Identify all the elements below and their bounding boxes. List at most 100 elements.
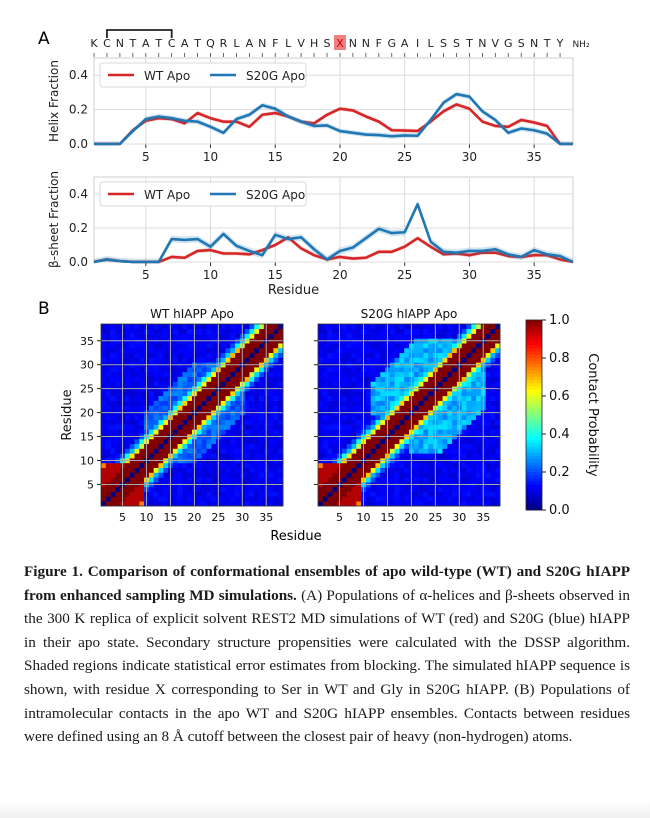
colorbar-label: Contact Probability [585, 353, 600, 477]
heatmap-cell [351, 438, 357, 445]
heatmap-cell [220, 424, 226, 430]
heatmap-cell [346, 371, 352, 377]
heatmap-cell [375, 367, 381, 373]
heatmap-cell [476, 419, 482, 425]
heatmap-cell [225, 371, 231, 377]
heatmap-cell [115, 415, 121, 421]
heatmap-cell [163, 381, 169, 387]
heatmap-cell [437, 328, 443, 334]
heatmap-cell [148, 472, 154, 478]
heatmap-cell [413, 405, 419, 411]
heatmap-cell [442, 405, 448, 411]
heatmap-cell [485, 405, 491, 411]
heatmap-cell [437, 438, 443, 445]
heatmap-cell [437, 477, 443, 483]
heatmap-cell [365, 477, 371, 483]
heatmap-cell [273, 443, 279, 449]
colorbar-segment [526, 459, 542, 463]
heatmap-cell [447, 333, 453, 339]
heatmap-cell [211, 381, 217, 387]
heatmap-cell [249, 347, 255, 354]
heatmap-cell [418, 381, 424, 387]
heatmap-cell [278, 429, 284, 435]
heatmap-cell [404, 352, 410, 358]
heatmap-cell [389, 472, 395, 478]
heatmap-cell [153, 424, 159, 430]
heatmap-cell [115, 453, 121, 459]
heatmap-cell [139, 371, 145, 377]
heatmap-cell [356, 415, 362, 421]
heatmap-cell [115, 352, 121, 358]
heatmap-cell [351, 324, 357, 330]
heatmap-cell [124, 357, 131, 363]
heatmap-cell [389, 496, 395, 502]
heatmap-cell [327, 333, 333, 339]
heatmap-cell [206, 328, 212, 334]
heatmap-cell [485, 429, 491, 435]
heatmap-cell [177, 491, 183, 497]
heatmap-cell [495, 429, 501, 435]
heatmap-cell [148, 352, 154, 358]
heatmap-cell [490, 453, 496, 459]
heatmap-cell [447, 477, 453, 483]
heatmap-cell [259, 343, 265, 349]
heatmap-cell [254, 376, 260, 382]
heatmap-cell [318, 501, 324, 507]
heatmap-x-axis-label: Residue [270, 529, 321, 544]
heatmap-cell [211, 501, 217, 507]
heatmap-cell [375, 395, 381, 401]
heatmap-cell [404, 424, 410, 430]
heatmap-cell [278, 453, 284, 459]
heatmap-cell [476, 333, 482, 339]
heatmap-cell [187, 419, 193, 425]
heatmap-cell [206, 376, 212, 382]
heatmap-cell [244, 429, 250, 435]
heatmap-cell [476, 448, 482, 454]
heatmap-cell [442, 462, 448, 468]
heatmap-cell [322, 486, 328, 492]
heatmap-cell [365, 395, 371, 401]
heatmap-cell [318, 491, 324, 497]
heatmap-cell [254, 415, 260, 421]
heatmap-cell [423, 429, 429, 435]
heatmap-cell [394, 419, 400, 425]
heatmap-cell [461, 324, 467, 330]
heatmap-cell [356, 501, 362, 507]
heatmap-cell [380, 391, 386, 397]
sequence-residue: N [530, 37, 538, 50]
heatmap-cell [322, 467, 328, 473]
heatmap-cell [442, 400, 448, 406]
heatmap-cell [418, 419, 424, 425]
heatmap-cell [148, 419, 154, 425]
heatmap-cell [327, 395, 333, 401]
heatmap-cell [182, 333, 188, 339]
heatmap-cell [346, 347, 352, 354]
heatmap-cell [471, 415, 477, 421]
heatmap-cell [418, 453, 424, 459]
heatmap-cell [356, 324, 362, 330]
heatmap-cell [428, 501, 434, 507]
heatmap-cell [437, 443, 443, 449]
heatmap-cell [399, 491, 405, 497]
heatmap-cell [230, 357, 236, 363]
heatmap-cell [259, 453, 265, 459]
heatmap-cell [201, 343, 207, 349]
heatmap-cell [259, 328, 265, 334]
heatmap-cell [332, 462, 338, 468]
heatmap-cell [370, 448, 376, 454]
heatmap-cell [356, 347, 362, 354]
heatmap-cell [375, 501, 381, 507]
heatmap-cell [153, 462, 159, 468]
heatmap-cell [273, 328, 279, 334]
heatmap-cell [466, 467, 472, 473]
heatmap-x-tick-label: 10 [357, 511, 371, 524]
x-tick-label: 35 [527, 268, 542, 282]
heatmap-cell [356, 453, 362, 459]
heatmap-cell [356, 357, 362, 363]
heatmap-cell [124, 424, 131, 430]
heatmap-cell [322, 472, 328, 478]
heatmap-cell [490, 415, 496, 421]
heatmap-cell [230, 367, 236, 373]
heatmap-cell [399, 448, 405, 454]
